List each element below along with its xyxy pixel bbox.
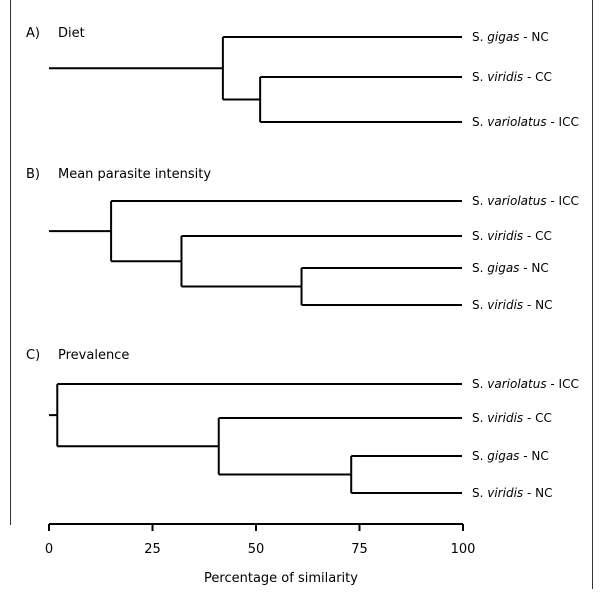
x-tick-label: 75 <box>351 542 368 557</box>
panel-c-tree: S. variolatus - ICC S. viridis - CC S. gig… <box>49 377 579 500</box>
leaf-label: S. viridis - CC <box>472 411 552 425</box>
leaf-label: S. gigas - NC <box>472 261 549 275</box>
panel-c-title: Prevalence <box>58 348 129 363</box>
panel-a-tree: S. gigas - NC S. viridis - CC S. variolatu… <box>49 30 579 129</box>
panel-a-title: Diet <box>58 26 85 41</box>
leaf-label: S. gigas - NC <box>472 30 549 44</box>
x-axis-label: Percentage of similarity <box>204 571 358 586</box>
panel-b-letter: B) <box>26 167 40 182</box>
x-tick-label: 25 <box>144 542 161 557</box>
leaf-label: S. viridis - NC <box>472 298 552 312</box>
leaf-label: S. viridis - CC <box>472 229 552 243</box>
panel-b-title: Mean parasite intensity <box>58 167 211 182</box>
leaf-label: S. viridis - CC <box>472 70 552 84</box>
x-tick-label: 0 <box>45 542 53 557</box>
leaf-label: S. variolatus - ICC <box>472 194 579 208</box>
panel-b-tree: S. variolatus - ICC S. viridis - CC S. gig… <box>49 194 579 312</box>
leaf-label: S. gigas - NC <box>472 449 549 463</box>
leaf-label: S. viridis - NC <box>472 486 552 500</box>
panel-c-letter: C) <box>26 348 40 363</box>
leaf-label: S. variolatus - ICC <box>472 115 579 129</box>
panel-a-letter: A) <box>26 26 40 41</box>
x-tick-label: 100 <box>451 542 476 557</box>
x-tick-label: 50 <box>248 542 265 557</box>
leaf-label: S. variolatus - ICC <box>472 377 579 391</box>
x-axis-ticks: 0 25 50 75 100 <box>45 524 476 557</box>
